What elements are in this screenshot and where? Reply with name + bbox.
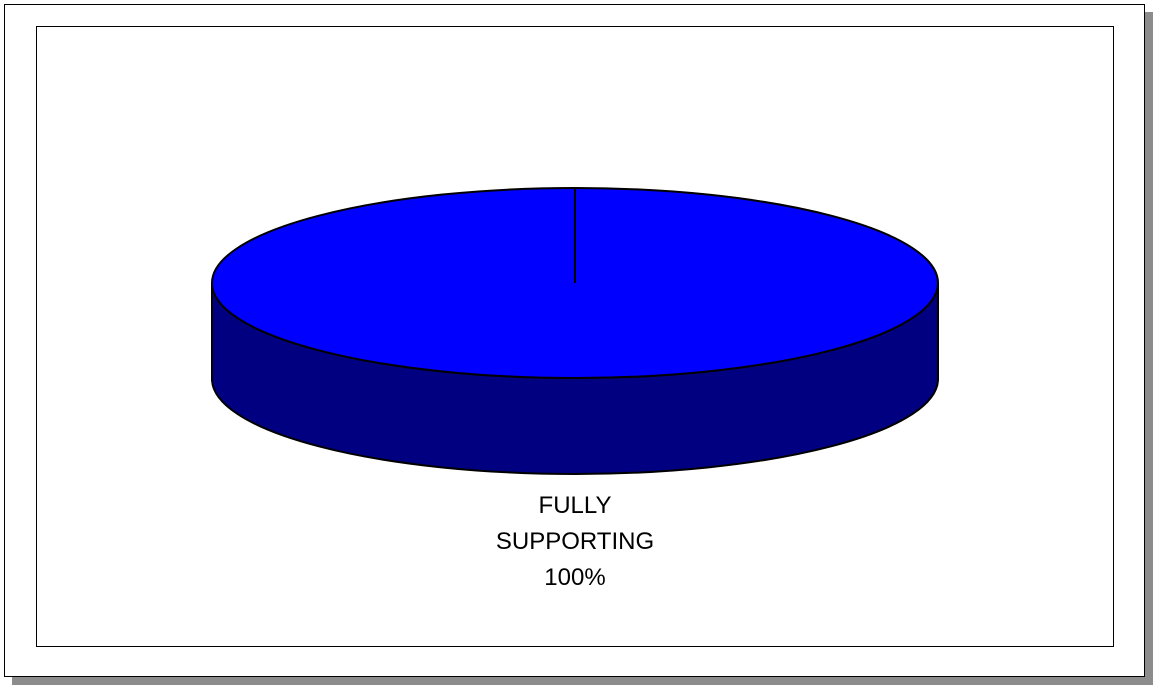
slice-label-line-2: SUPPORTING — [495, 528, 655, 555]
slice-value-label: 100% — [544, 564, 606, 591]
slice-label-line-1: FULLY — [538, 492, 612, 519]
slice-label: FULLY SUPPORTING 100% — [430, 488, 720, 596]
